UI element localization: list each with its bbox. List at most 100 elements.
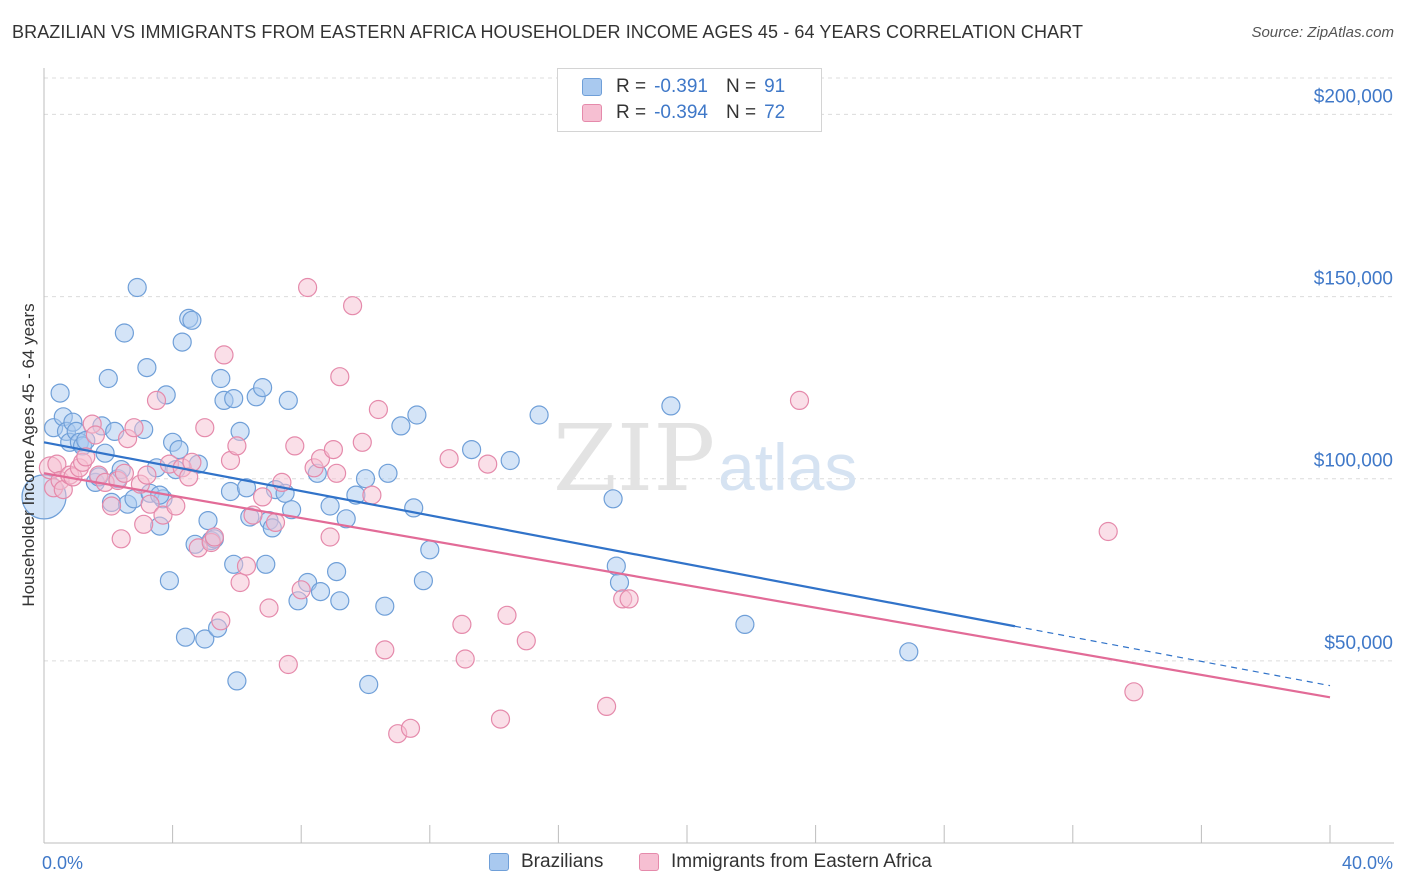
legend-n-value: 72 bbox=[764, 102, 786, 123]
x-tick-label-min: 0.0% bbox=[42, 853, 83, 873]
legend-n-label: N = bbox=[725, 102, 757, 123]
data-point bbox=[146, 390, 167, 410]
data-point bbox=[327, 561, 347, 582]
data-point bbox=[516, 631, 536, 651]
data-point bbox=[320, 496, 340, 516]
data-point bbox=[359, 674, 379, 695]
data-point bbox=[236, 556, 257, 576]
trend-line-1 bbox=[43, 472, 1331, 699]
data-point bbox=[175, 627, 196, 647]
watermark: ZIP atlas bbox=[553, 405, 857, 512]
data-point bbox=[282, 500, 302, 520]
legend-r-value: -0.394 bbox=[654, 102, 708, 123]
legend-row-immigrants: R = -0.394 N = 72 bbox=[582, 100, 785, 126]
trend-line-extension-0 bbox=[1014, 625, 1331, 687]
data-point bbox=[490, 709, 511, 729]
series-points-1 bbox=[38, 277, 1144, 744]
data-point bbox=[352, 432, 372, 452]
data-point bbox=[211, 611, 231, 631]
y-axis-title: Householder Income Ages 45 - 64 years bbox=[19, 303, 38, 606]
data-point bbox=[114, 463, 135, 483]
data-point bbox=[166, 496, 186, 516]
data-point bbox=[330, 591, 350, 611]
y-tick-label: $50,000 bbox=[1324, 633, 1393, 654]
data-point bbox=[375, 640, 395, 660]
legend-r-label: R = bbox=[616, 76, 647, 97]
data-point bbox=[596, 696, 617, 717]
legend-row-brazilians: R = -0.391 N = 91 bbox=[582, 74, 785, 100]
data-point bbox=[375, 596, 395, 616]
data-point bbox=[497, 605, 517, 625]
data-point bbox=[439, 449, 459, 469]
data-point bbox=[253, 487, 273, 507]
data-point bbox=[368, 399, 388, 420]
data-point bbox=[204, 527, 224, 547]
data-point bbox=[114, 323, 135, 343]
series-legend-immigrants[interactable]: Immigrants from Eastern Africa bbox=[639, 851, 932, 873]
data-point bbox=[195, 418, 215, 438]
data-point bbox=[603, 489, 623, 509]
data-point bbox=[127, 277, 147, 298]
data-point bbox=[172, 332, 192, 352]
data-point bbox=[159, 571, 179, 591]
data-point bbox=[500, 450, 520, 471]
data-point bbox=[455, 649, 475, 669]
data-point bbox=[452, 614, 472, 635]
data-point bbox=[256, 554, 276, 574]
data-point bbox=[50, 383, 70, 403]
y-tick-label: $150,000 bbox=[1314, 269, 1393, 290]
data-point bbox=[124, 418, 144, 438]
data-point bbox=[320, 527, 340, 547]
data-point bbox=[169, 440, 189, 460]
data-point bbox=[330, 367, 350, 387]
series-legend-brazilians[interactable]: Brazilians bbox=[489, 851, 603, 873]
axes bbox=[43, 68, 1394, 844]
x-tick-label-max: 40.0% bbox=[1342, 853, 1393, 873]
correlation-legend: R = -0.391 N = 91 R = -0.394 N = 72 bbox=[557, 68, 822, 132]
data-point bbox=[420, 540, 440, 560]
legend-swatch-brazilians bbox=[582, 78, 602, 96]
series-legend: Brazilians Immigrants from Eastern Afric… bbox=[0, 851, 1406, 877]
data-point bbox=[227, 436, 247, 456]
data-point bbox=[336, 509, 356, 529]
data-point bbox=[278, 390, 298, 410]
data-point bbox=[259, 598, 279, 618]
legend-n-value: 91 bbox=[764, 76, 786, 97]
legend-n-label: N = bbox=[725, 76, 757, 97]
data-point bbox=[214, 345, 234, 365]
watermark-atlas: atlas bbox=[718, 430, 857, 504]
data-point bbox=[111, 529, 131, 549]
data-point bbox=[400, 718, 421, 738]
data-point bbox=[236, 478, 257, 498]
trend-line-0 bbox=[43, 441, 1016, 628]
data-point bbox=[413, 571, 433, 591]
data-point bbox=[391, 416, 411, 436]
data-point bbox=[478, 454, 498, 474]
data-point bbox=[182, 310, 202, 330]
data-point bbox=[224, 389, 244, 409]
data-point bbox=[220, 481, 241, 502]
data-point bbox=[362, 485, 382, 505]
data-point bbox=[140, 494, 160, 514]
data-point bbox=[378, 463, 398, 483]
data-point bbox=[462, 440, 482, 460]
series-label-brazilians: Brazilians bbox=[521, 851, 604, 872]
data-point bbox=[101, 496, 122, 516]
data-point bbox=[1124, 682, 1144, 702]
data-point bbox=[323, 440, 343, 460]
data-point bbox=[327, 463, 347, 483]
trend-lines bbox=[43, 441, 1331, 699]
data-point bbox=[355, 469, 376, 489]
data-point bbox=[137, 465, 157, 485]
y-tick-label: $100,000 bbox=[1314, 451, 1393, 472]
data-point bbox=[76, 447, 96, 467]
data-point bbox=[298, 277, 318, 298]
data-point bbox=[265, 512, 286, 533]
series-swatch-immigrants bbox=[639, 853, 659, 871]
data-point bbox=[253, 378, 273, 398]
data-point bbox=[227, 671, 247, 691]
tick-labels: $50,000 $100,000 $150,000 $200,000 0.0% 40.0% bbox=[42, 86, 1393, 873]
watermark-zip: ZIP bbox=[553, 405, 715, 512]
source-label: Source: ZipAtlas.com bbox=[1251, 24, 1394, 41]
